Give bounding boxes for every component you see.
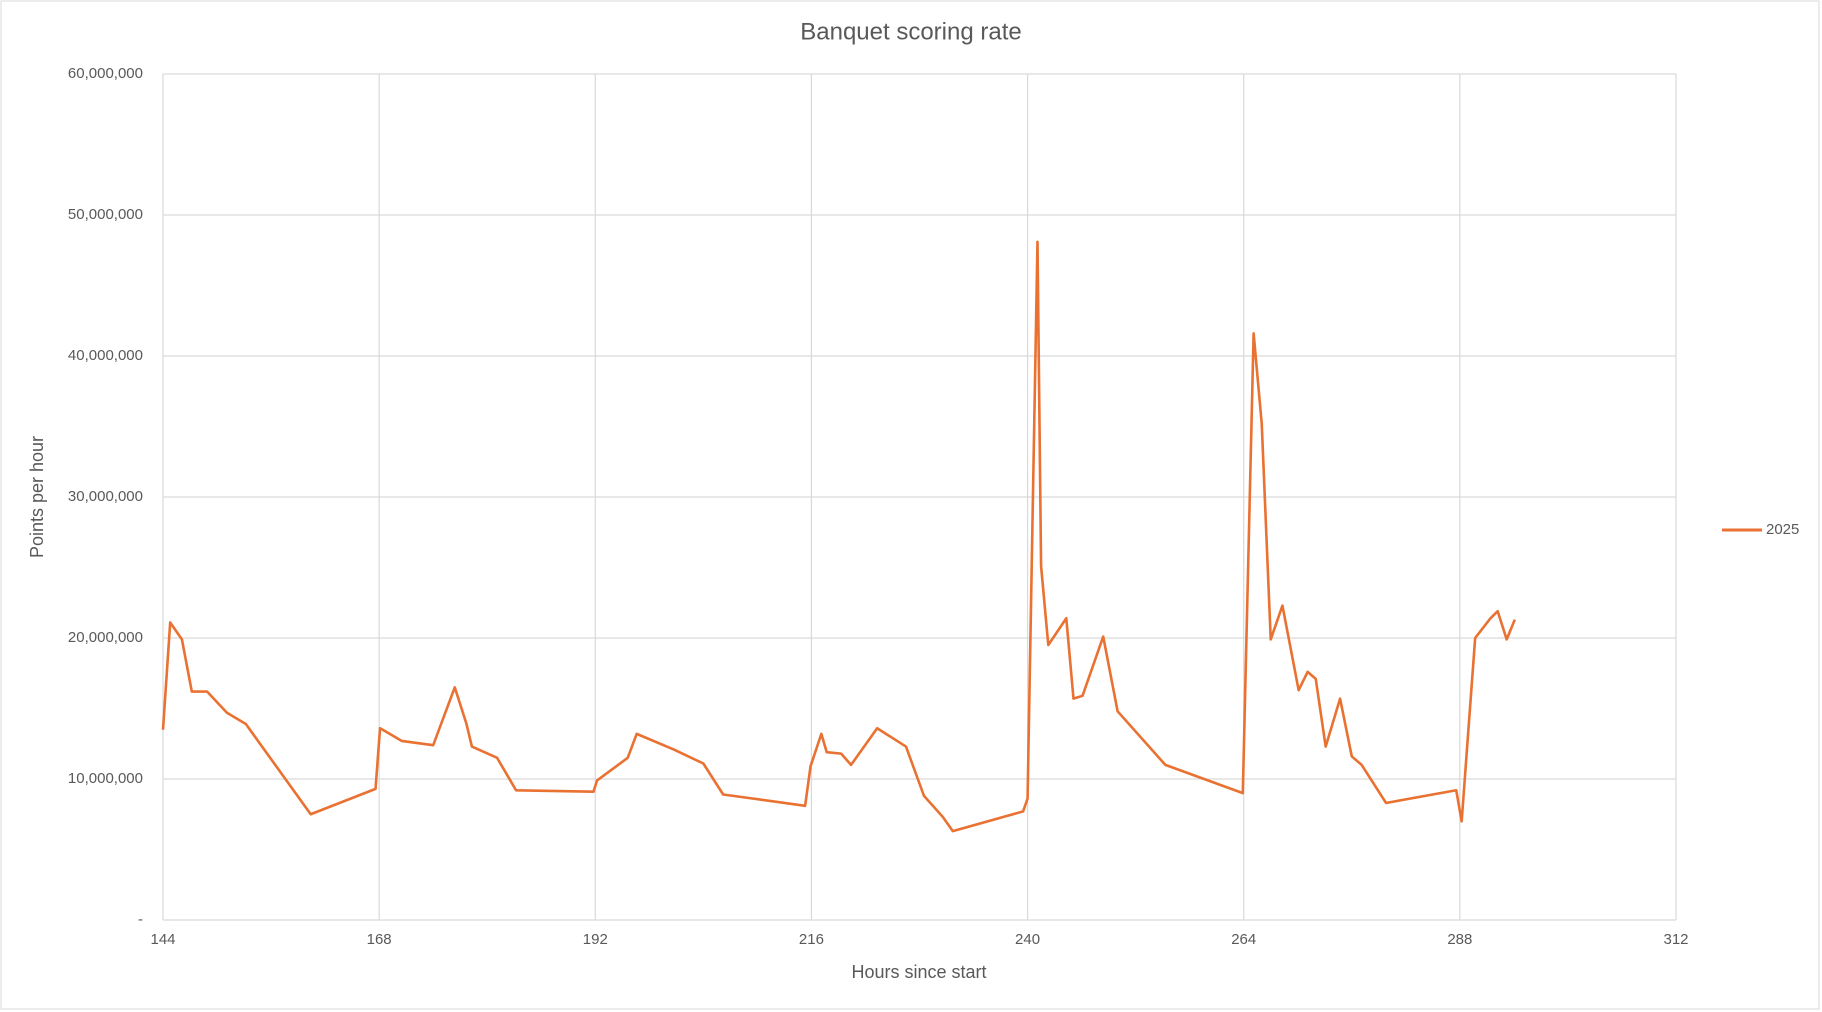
x-axis-label: Hours since start <box>851 962 986 982</box>
x-tick-label: 216 <box>799 931 824 948</box>
y-tick-label: 40,000,000 <box>68 347 143 364</box>
x-tick-label: 240 <box>1015 931 1040 948</box>
data-line <box>161 240 1516 833</box>
x-tick-label: 312 <box>1663 931 1688 948</box>
y-tick-label: 20,000,000 <box>68 629 143 646</box>
y-tick-label: 50,000,000 <box>68 206 143 223</box>
legend-label: 2025 <box>1766 521 1799 538</box>
y-tick-label: 60,000,000 <box>68 65 143 82</box>
y-tick-label: - <box>138 911 143 928</box>
x-tick-label: 168 <box>367 931 392 948</box>
x-tick-label: 264 <box>1231 931 1256 948</box>
y-axis-label: Points per hour <box>27 436 47 558</box>
chart-title: Banquet scoring rate <box>800 18 1021 45</box>
y-tick-label: 10,000,000 <box>68 770 143 787</box>
x-tick-label: 192 <box>583 931 608 948</box>
y-tick-label: 30,000,000 <box>68 488 143 505</box>
x-tick-label: 288 <box>1447 931 1472 948</box>
x-tick-label: 144 <box>150 931 175 948</box>
